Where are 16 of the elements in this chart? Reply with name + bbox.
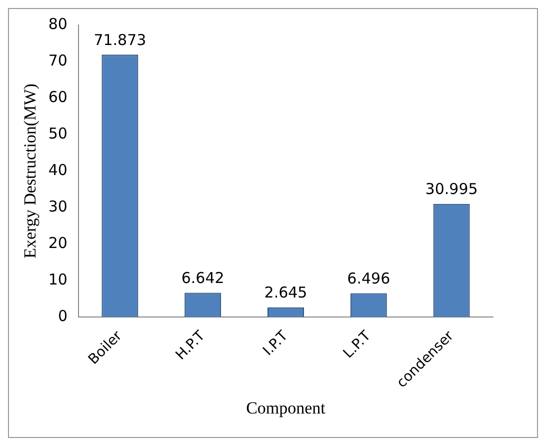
y-tick-label: 0 [58,306,68,325]
y-tick-label: 50 [48,124,68,142]
data-label: 30.995 [425,180,478,198]
y-tick-label: 40 [48,160,68,179]
y-tick-label: 60 [48,88,68,106]
data-label: 6.496 [347,270,390,288]
y-tick-label: 80 [48,14,68,33]
y-tick-label: 10 [48,270,68,288]
y-tick-label: 70 [48,51,68,70]
x-axis-title: Component [246,398,326,418]
data-label: 71.873 [94,31,146,50]
y-tick-label: 20 [48,234,68,252]
data-label: 2.645 [264,284,308,302]
y-axis-title: Exergy Destruction(MW) [20,84,40,258]
data-label: 6.642 [181,269,224,288]
y-tick-label: 30 [48,197,68,216]
